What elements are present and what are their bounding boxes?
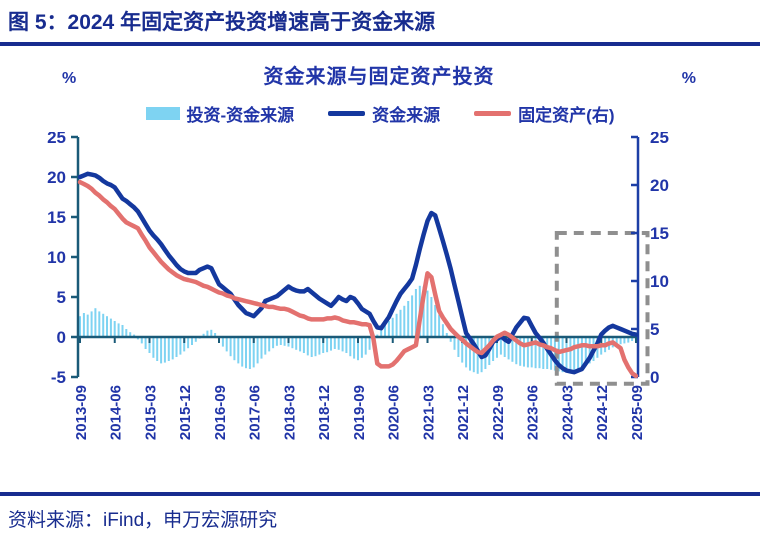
y-axis-labels-left: 25 20 15 10 5 0 -5 <box>47 132 66 387</box>
svg-text:2017-06: 2017-06 <box>247 385 264 440</box>
svg-text:2023-06: 2023-06 <box>525 385 542 440</box>
svg-text:2025-09: 2025-09 <box>629 385 646 440</box>
svg-text:20: 20 <box>650 176 669 195</box>
funding-line-series <box>77 171 639 375</box>
svg-text:2015-03: 2015-03 <box>143 385 160 440</box>
svg-text:2018-03: 2018-03 <box>282 385 299 440</box>
svg-text:15: 15 <box>47 208 66 227</box>
left-axis-unit-label: % <box>62 70 77 87</box>
svg-text:25: 25 <box>650 132 669 147</box>
chart-title: 资金来源与固定资产投资 <box>263 66 495 88</box>
chart-legend: 投资-资金来源 资金来源 固定资产(右) <box>0 98 760 128</box>
svg-text:0: 0 <box>57 328 66 347</box>
source-text: 资料来源：iFind，申万宏源研究 <box>8 510 278 531</box>
line-swatch-icon <box>474 110 512 116</box>
legend-item-investment-gap: 投资-资金来源 <box>145 101 295 126</box>
svg-text:2015-12: 2015-12 <box>177 385 194 440</box>
svg-text:5: 5 <box>57 288 66 307</box>
figure-header: 图 5：2024 年固定资产投资增速高于资金来源 <box>0 0 760 46</box>
legend-label: 固定资产(右) <box>518 105 615 125</box>
svg-text:15: 15 <box>650 224 669 243</box>
svg-text:2013-09: 2013-09 <box>73 385 90 440</box>
x-axis-labels: 2013-09 2014-06 2015-03 2015-12 2016-09 2017-… <box>73 385 646 440</box>
svg-text:0: 0 <box>650 368 659 387</box>
svg-text:2024-12: 2024-12 <box>594 385 611 440</box>
bar-swatch-icon <box>145 106 180 120</box>
figure-title: 图 5：2024 年固定资产投资增速高于资金来源 <box>8 11 436 34</box>
svg-text:10: 10 <box>650 272 669 291</box>
legend-label: 投资-资金来源 <box>186 105 295 125</box>
svg-text:2014-06: 2014-06 <box>108 385 125 440</box>
svg-text:2021-12: 2021-12 <box>455 385 472 440</box>
svg-text:2021-03: 2021-03 <box>421 385 438 440</box>
line-swatch-icon <box>328 110 366 116</box>
svg-text:-5: -5 <box>51 368 66 387</box>
legend-label: 资金来源 <box>372 105 441 125</box>
fixed-asset-line-series <box>77 179 639 379</box>
svg-text:2022-09: 2022-09 <box>490 385 507 440</box>
chart-title-row: % 资金来源与固定资产投资 % <box>0 60 760 90</box>
svg-text:25: 25 <box>47 132 66 147</box>
right-axis-unit-label: % <box>681 70 696 87</box>
bars-series <box>79 285 637 374</box>
svg-text:2016-09: 2016-09 <box>212 385 229 440</box>
svg-text:2024-03: 2024-03 <box>560 385 577 440</box>
svg-text:10: 10 <box>47 248 66 267</box>
svg-text:2019-09: 2019-09 <box>351 385 368 440</box>
legend-item-fixed-asset: 固定资产(右) <box>474 101 615 126</box>
axes <box>71 135 640 379</box>
legend-item-funding-source: 资金来源 <box>328 101 440 126</box>
svg-text:2018-12: 2018-12 <box>316 385 333 440</box>
figure-footer: 资料来源：iFind，申万宏源研究 <box>0 492 760 532</box>
y-axis-labels-right: 25 20 15 10 5 0 <box>650 132 669 387</box>
svg-text:2020-06: 2020-06 <box>386 385 403 440</box>
svg-text:5: 5 <box>650 320 659 339</box>
svg-text:20: 20 <box>47 168 66 187</box>
